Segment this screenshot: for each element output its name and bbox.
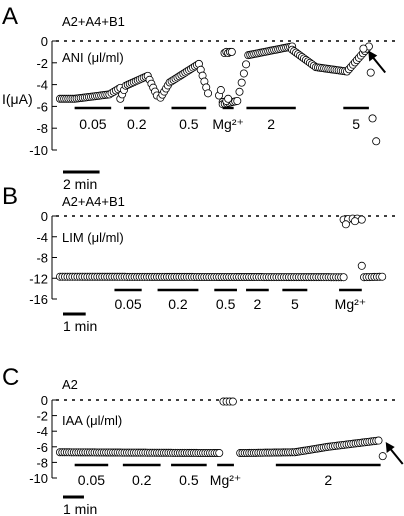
data-point (242, 60, 251, 69)
panel-b-group-label: A2+A4+B1 (62, 194, 125, 209)
y-tick-label: -8 (36, 121, 48, 136)
data-point (237, 78, 246, 87)
y-tick-label: -8 (36, 455, 48, 470)
y-tick-label: -10 (29, 471, 48, 486)
data-point (224, 94, 233, 103)
data-point (368, 114, 377, 123)
application-bar-label: 5 (291, 296, 299, 312)
data-point (374, 436, 383, 445)
application-bar-label: 0.5 (216, 296, 236, 312)
application-bar-label: 0.05 (78, 472, 105, 488)
panel-a-concentration-bars: 0.05 0.2 0.5 Mg²⁺ 2 5 (74, 106, 369, 132)
application-bar-label: 2 (267, 116, 275, 132)
y-tick-label: 0 (41, 393, 48, 408)
data-point (372, 137, 381, 146)
panel-a-group-label: A2+A4+B1 (62, 14, 125, 29)
panel-c-scale-bar: 1 min (63, 495, 97, 516)
y-tick-label: -16 (29, 292, 48, 307)
panel-c-arrow (385, 442, 404, 465)
data-point (366, 68, 375, 77)
data-point (233, 96, 242, 105)
y-tick-label: -2 (36, 56, 48, 71)
application-bar-label: 2 (254, 296, 262, 312)
application-bar-label: Mg²⁺ (335, 296, 367, 312)
y-tick-label: -4 (36, 424, 48, 439)
panel-letter-a: A (2, 3, 18, 30)
data-point (228, 397, 237, 406)
panel-b-drug-label: LIM (μl/ml) (62, 230, 124, 245)
panel-c-drug-label: IAA (μl/ml) (62, 413, 122, 428)
y-tick-label: -10 (29, 143, 48, 158)
application-bar-label: 0.2 (132, 472, 152, 488)
panel-c: C A2 IAA (μl/ml) 0-2-4-6-8-10 0.05 0.2 0.5… (2, 364, 404, 516)
data-point (216, 86, 225, 95)
panel-c-group-label: A2 (62, 377, 78, 392)
panel-a-y-axis-label: I(μA) (2, 91, 33, 107)
annotation-arrow-head (385, 442, 395, 453)
panel-letter-c: C (2, 364, 19, 391)
y-tick-label: 0 (41, 209, 48, 224)
application-bar-label: 0.05 (114, 296, 141, 312)
panel-c-y-axis: 0-2-4-6-8-10 (29, 393, 57, 486)
data-point (239, 69, 248, 78)
panel-b: B A2+A4+B1 LIM (μl/ml) 0-4-8-12-16 0.05 0… (2, 183, 395, 334)
data-point (350, 217, 359, 226)
panel-a-data-points (56, 42, 381, 146)
panel-a: A A2+A4+B1 ANI (μl/ml) I(μA) 0 -2 -4 -6 -8 -1… (2, 3, 395, 192)
panel-letter-b: B (2, 183, 18, 210)
y-tick-label: -2 (36, 409, 48, 424)
panel-b-scale-bar: 1 min (63, 312, 97, 334)
panel-a-scale-bar: 2 min (63, 170, 100, 192)
y-tick-label: -6 (36, 440, 48, 455)
panel-a-drug-label: ANI (μl/ml) (62, 50, 124, 65)
application-bar-label: 0.05 (79, 116, 106, 132)
annotation-arrow-shaft (388, 447, 404, 465)
data-point (357, 215, 366, 224)
application-bar-label: 0.2 (168, 296, 188, 312)
data-point (359, 44, 368, 53)
time-scale-label: 2 min (63, 176, 97, 192)
application-bar-label: Mg²⁺ (212, 116, 244, 132)
application-bar-label: 2 (324, 472, 332, 488)
panel-b-concentration-bars: 0.05 0.2 0.5 2 5 Mg²⁺ (114, 288, 367, 312)
application-bar-label: 0.5 (179, 472, 199, 488)
data-point (357, 261, 366, 270)
panel-a-arrow (368, 50, 387, 74)
annotation-arrow-head (368, 50, 378, 62)
application-bar-label: 5 (352, 116, 360, 132)
y-tick-label: -8 (36, 251, 48, 266)
application-bar-label: 0.2 (127, 116, 147, 132)
data-point (215, 449, 224, 458)
panel-b-data-points (56, 214, 387, 282)
data-point (341, 220, 350, 229)
panel-a-y-axis: 0 -2 -4 -6 -8 -10 (29, 34, 57, 158)
y-tick-label: -4 (36, 78, 48, 93)
time-scale-label: 1 min (63, 318, 97, 334)
y-tick-label: -12 (29, 271, 48, 286)
annotation-arrow-shaft (371, 55, 387, 74)
data-point (227, 47, 236, 56)
panel-b-y-axis: 0 -4 -8 -12 -16 (29, 209, 57, 307)
y-tick-label: 0 (41, 34, 48, 49)
y-tick-label: -6 (36, 99, 48, 114)
data-point (378, 452, 387, 461)
time-scale-label: 1 min (63, 501, 97, 516)
panel-c-data-points (56, 397, 387, 461)
data-point (339, 273, 348, 282)
data-point (378, 272, 387, 281)
data-point (235, 87, 244, 96)
panel-c-concentration-bars: 0.05 0.2 0.5 Mg²⁺ 2 (74, 463, 381, 488)
y-tick-label: -4 (36, 230, 48, 245)
data-point (204, 89, 213, 98)
application-bar-label: Mg²⁺ (210, 472, 242, 488)
application-bar-label: 0.5 (179, 116, 199, 132)
